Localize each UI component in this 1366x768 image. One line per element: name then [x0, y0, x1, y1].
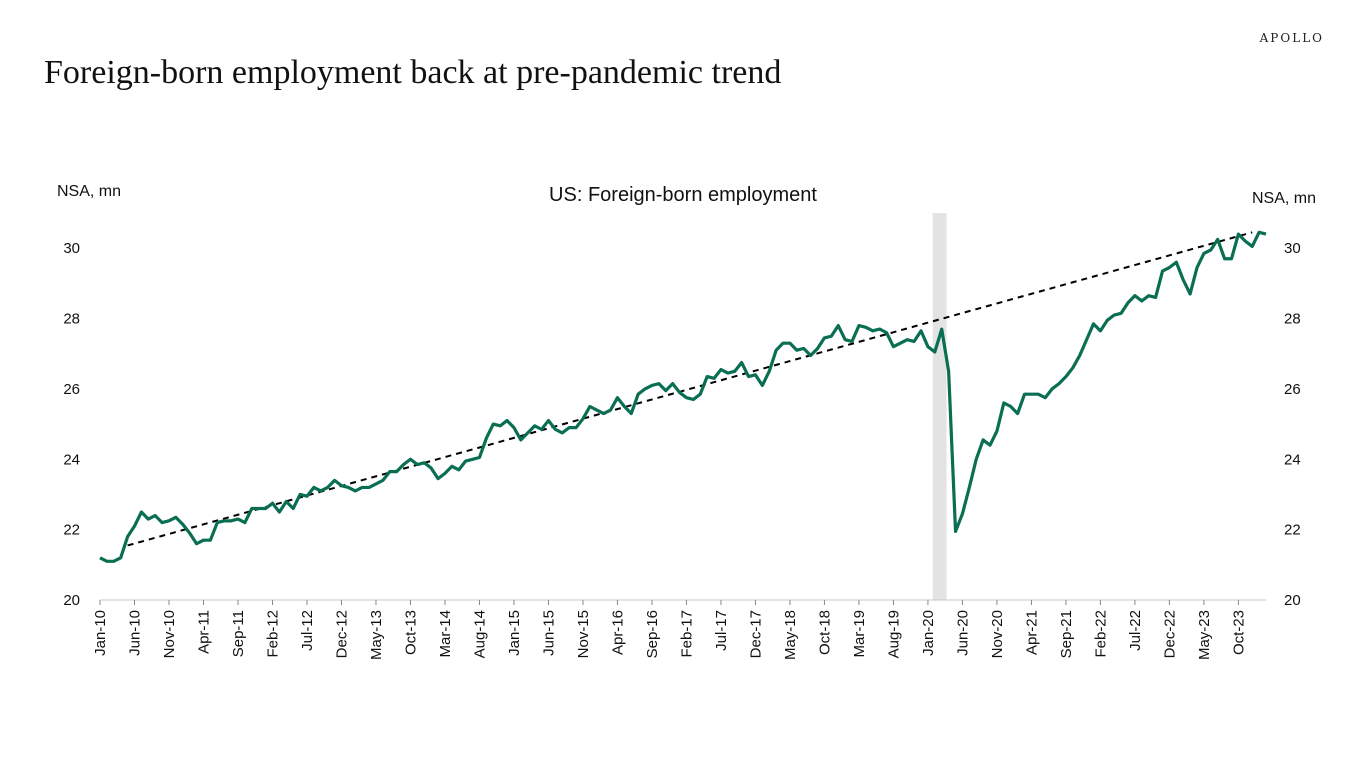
x-tick-Apr-11: Apr-11	[195, 610, 212, 654]
y-tick-left-30: 30	[63, 240, 80, 257]
x-tick-Aug-14: Aug-14	[471, 610, 488, 658]
x-tick-Nov-20: Nov-20	[989, 610, 1006, 658]
x-tick-Nov-15: Nov-15	[575, 610, 592, 658]
y-tick-left-26: 26	[63, 381, 80, 398]
x-tick-Nov-10: Nov-10	[161, 610, 178, 658]
x-tick-May-18: May-18	[782, 610, 799, 660]
x-tick-Jan-15: Jan-15	[506, 610, 523, 656]
y-axis-right-unit: NSA, mn	[1252, 190, 1316, 207]
x-tick-Feb-12: Feb-12	[264, 610, 281, 658]
x-tick-Mar-14: Mar-14	[437, 610, 454, 658]
y-tick-right-28: 28	[1284, 311, 1301, 328]
x-tick-Jun-15: Jun-15	[540, 610, 557, 656]
x-tick-Mar-19: Mar-19	[851, 610, 868, 658]
y-tick-left-20: 20	[63, 592, 80, 609]
x-axis: Jan-10 Jun-10 Nov-10 Apr-11 Sep-11 Feb-12 Jul-…	[92, 600, 1247, 660]
x-tick-Oct-13: Oct-13	[402, 610, 419, 655]
chart-title: US: Foreign-born employment	[549, 184, 817, 206]
x-tick-Feb-22: Feb-22	[1092, 610, 1109, 658]
x-tick-Sep-11: Sep-11	[230, 610, 247, 657]
x-tick-Jan-20: Jan-20	[920, 610, 937, 656]
x-tick-Jul-17: Jul-17	[713, 610, 730, 651]
x-tick-Jun-10: Jun-10	[126, 610, 143, 656]
x-tick-Jul-22: Jul-22	[1127, 610, 1144, 651]
recession-shade	[932, 213, 947, 600]
x-tick-Oct-23: Oct-23	[1230, 610, 1247, 655]
x-tick-Oct-18: Oct-18	[816, 610, 833, 655]
y-tick-right-20: 20	[1284, 592, 1301, 609]
x-tick-Apr-21: Apr-21	[1023, 610, 1040, 655]
y-tick-right-26: 26	[1284, 381, 1301, 398]
x-tick-Feb-17: Feb-17	[678, 610, 695, 658]
trend-line	[127, 231, 1253, 547]
y-tick-right-24: 24	[1284, 451, 1301, 468]
x-tick-Jul-12: Jul-12	[299, 610, 316, 651]
y-tick-right-22: 22	[1284, 522, 1301, 539]
x-tick-May-23: May-23	[1196, 610, 1213, 660]
page-title: Foreign-born employment back at pre-pand…	[44, 54, 782, 91]
x-tick-Apr-16: Apr-16	[609, 610, 626, 655]
x-tick-Jan-10: Jan-10	[92, 610, 109, 656]
x-tick-Jun-20: Jun-20	[954, 610, 971, 656]
y-tick-left-28: 28	[63, 311, 80, 328]
y-axis-right: 20 22 24 26 28 30	[1284, 240, 1301, 609]
x-tick-Dec-12: Dec-12	[333, 610, 350, 658]
x-tick-Dec-17: Dec-17	[747, 610, 764, 658]
x-tick-Aug-19: Aug-19	[885, 610, 902, 658]
x-tick-Sep-16: Sep-16	[644, 610, 661, 658]
y-axis-left-unit: NSA, mn	[57, 183, 121, 200]
x-tick-Sep-21: Sep-21	[1058, 610, 1075, 658]
x-tick-Dec-22: Dec-22	[1161, 610, 1178, 658]
y-tick-left-24: 24	[63, 451, 80, 468]
x-tick-May-13: May-13	[368, 610, 385, 660]
y-tick-left-22: 22	[63, 522, 80, 539]
y-tick-right-30: 30	[1284, 240, 1301, 257]
brand-logo: APOLLO	[1259, 31, 1324, 45]
y-axis-left: 20 22 24 26 28 30	[63, 240, 80, 609]
employment-series-line	[99, 230, 1267, 563]
